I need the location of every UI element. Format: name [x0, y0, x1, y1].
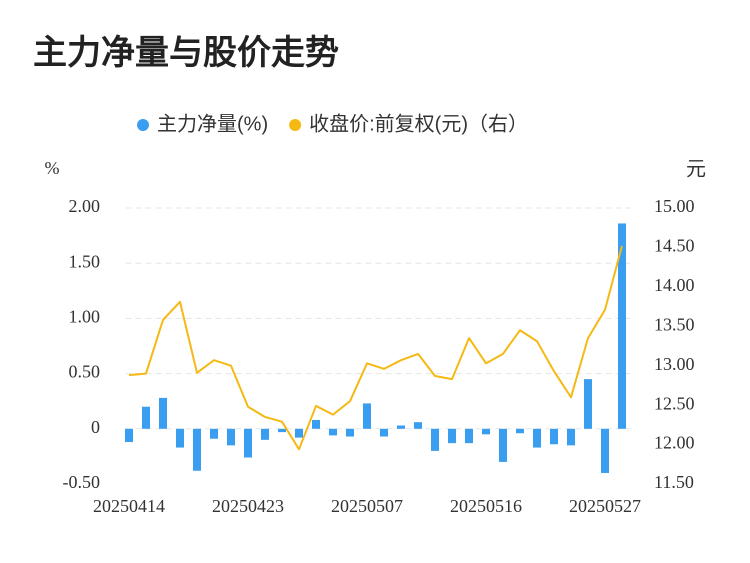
legend-label: 主力净量(%) — [157, 112, 268, 135]
bar — [159, 397, 167, 429]
x-tick-label: 20250527 — [569, 496, 641, 516]
y-tick-label: 1.50 — [69, 251, 101, 271]
bar — [465, 428, 473, 444]
bar — [363, 403, 371, 429]
y2-tick-label: 12.00 — [654, 433, 695, 453]
bar — [142, 406, 150, 429]
bar — [210, 428, 218, 439]
bar — [414, 422, 422, 429]
bar — [397, 425, 405, 429]
bar — [176, 428, 184, 448]
chart-title: 主力净量与股价走势 — [33, 34, 339, 72]
y-tick-label: 1.00 — [69, 307, 101, 327]
bar — [193, 428, 201, 471]
bar — [618, 223, 626, 429]
bar — [312, 419, 320, 429]
y2-tick-label: 15.00 — [654, 196, 695, 216]
bar — [329, 428, 337, 436]
bar — [448, 428, 456, 444]
y2-tick-label: 14.50 — [654, 236, 695, 256]
legend-marker — [137, 119, 149, 131]
y2-tick-label: 13.00 — [654, 354, 695, 374]
bar — [516, 428, 524, 434]
bar — [499, 428, 507, 462]
bar — [278, 428, 286, 433]
legend-label: 收盘价:前复权(元)（右） — [309, 112, 528, 135]
x-tick-label: 20250423 — [212, 496, 284, 516]
line — [128, 245, 623, 451]
bar — [380, 428, 388, 437]
y-tick-label: 2.00 — [69, 196, 101, 216]
bar — [601, 428, 609, 473]
y-tick-label: 0.50 — [69, 362, 101, 382]
bar — [125, 428, 133, 443]
x-tick-label: 20250414 — [93, 496, 165, 516]
y2-tick-label: 11.50 — [654, 472, 694, 492]
y-tick-label: 0 — [91, 417, 100, 437]
bar — [261, 428, 269, 440]
bar — [482, 428, 490, 435]
bar — [431, 428, 439, 451]
bar — [295, 428, 303, 438]
y2-axis-label: 元 — [686, 158, 706, 180]
y2-tick-label: 14.00 — [654, 275, 695, 295]
bar — [533, 428, 541, 448]
y2-tick-label: 13.50 — [654, 314, 695, 334]
bar — [227, 428, 235, 446]
y-tick-label: -0.50 — [63, 472, 101, 492]
bar — [346, 428, 354, 437]
legend-marker — [289, 119, 302, 131]
bar — [567, 428, 575, 446]
bar — [584, 379, 592, 429]
y-axis-label: % — [45, 158, 60, 178]
y2-tick-label: 12.50 — [654, 393, 695, 413]
x-tick-label: 20250507 — [331, 496, 403, 516]
x-tick-label: 20250516 — [450, 496, 522, 516]
bar — [244, 428, 252, 458]
bar — [550, 428, 558, 445]
